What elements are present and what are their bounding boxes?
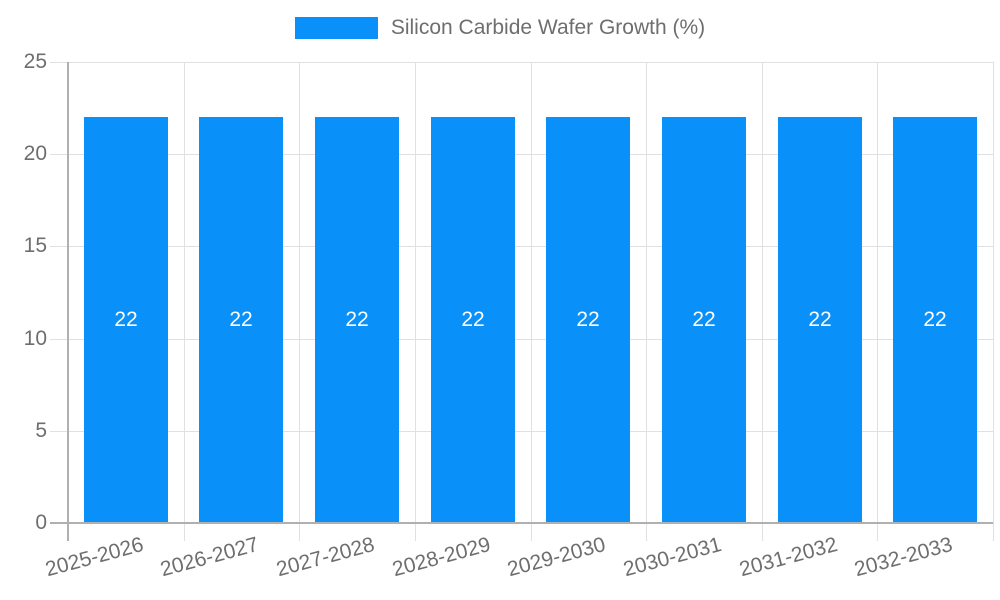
- gridline-vertical: [184, 62, 185, 541]
- y-axis-label: 25: [23, 50, 47, 73]
- bar[interactable]: 22: [546, 117, 630, 523]
- bar-value-label: 22: [345, 308, 369, 331]
- y-axis-label: 20: [23, 142, 47, 165]
- gridline-horizontal: [50, 154, 993, 155]
- y-axis-label: 15: [23, 234, 47, 257]
- x-axis-line: [50, 522, 993, 524]
- bar-value-label: 22: [461, 308, 485, 331]
- gridline-vertical: [993, 62, 994, 541]
- y-axis-label: 10: [23, 327, 47, 350]
- bar-value-label: 22: [923, 308, 947, 331]
- bar[interactable]: 22: [893, 117, 977, 523]
- bar-value-label: 22: [229, 308, 253, 331]
- y-axis-label: 5: [35, 419, 47, 442]
- gridline-vertical: [762, 62, 763, 541]
- y-axis-label: 0: [35, 511, 47, 534]
- bar-value-label: 22: [808, 308, 832, 331]
- bar-value-label: 22: [576, 308, 600, 331]
- gridline-horizontal: [50, 339, 993, 340]
- bar[interactable]: 22: [662, 117, 746, 523]
- gridline-vertical: [299, 62, 300, 541]
- gridline-vertical: [415, 62, 416, 541]
- legend-label: Silicon Carbide Wafer Growth (%): [390, 16, 706, 39]
- gridline-vertical: [531, 62, 532, 541]
- bar[interactable]: 22: [778, 117, 862, 523]
- gridline-horizontal: [50, 62, 993, 63]
- chart-legend[interactable]: Silicon Carbide Wafer Growth (%): [0, 16, 1000, 40]
- bar-value-label: 22: [692, 308, 716, 331]
- bar[interactable]: 22: [315, 117, 399, 523]
- bar-value-label: 22: [114, 308, 138, 331]
- bar[interactable]: 22: [199, 117, 283, 523]
- bar[interactable]: 22: [431, 117, 515, 523]
- gridline-vertical: [646, 62, 647, 541]
- gridline-horizontal: [50, 246, 993, 247]
- legend-swatch: [294, 17, 378, 39]
- bar[interactable]: 22: [84, 117, 168, 523]
- y-axis-line: [67, 62, 69, 541]
- gridline-horizontal: [50, 431, 993, 432]
- gridline-vertical: [877, 62, 878, 541]
